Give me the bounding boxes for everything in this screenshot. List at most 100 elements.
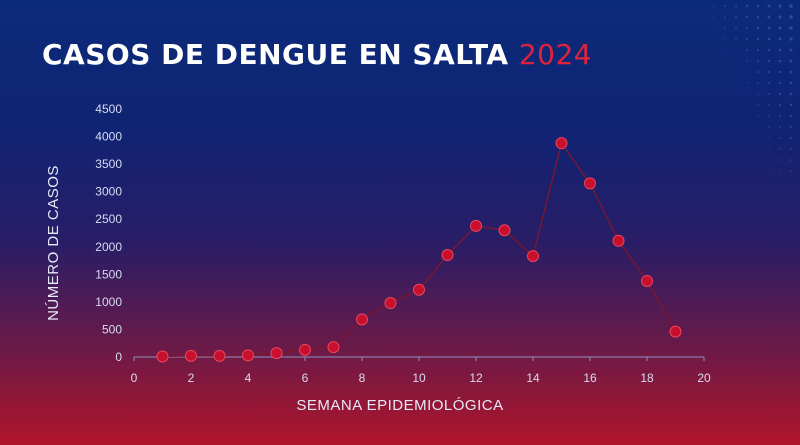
decorative-dot <box>724 93 726 95</box>
decorative-dot <box>702 5 704 7</box>
decorative-dot <box>713 60 715 62</box>
decorative-dot <box>790 148 792 150</box>
decorative-dot <box>778 70 782 74</box>
decorative-dot <box>757 137 759 139</box>
decorative-dot <box>768 170 770 172</box>
decorative-dot <box>724 16 726 18</box>
x-tick-label: 0 <box>131 371 138 385</box>
decorative-dot <box>724 5 726 7</box>
decorative-dot <box>789 4 793 8</box>
decorative-dot <box>789 92 793 96</box>
chart-plot-area <box>156 137 682 363</box>
data-point <box>498 224 511 237</box>
decorative-dot <box>713 27 715 29</box>
data-point <box>470 219 482 232</box>
decorative-dot <box>735 38 737 40</box>
y-tick-label: 3000 <box>95 185 122 199</box>
decorative-dot <box>702 38 704 40</box>
decorative-dot <box>767 70 771 74</box>
decorative-dot <box>789 125 793 129</box>
decorative-dot <box>789 26 793 30</box>
decorative-dot <box>778 48 782 52</box>
y-tick-label: 2500 <box>95 212 122 226</box>
y-tick-label: 500 <box>102 322 122 336</box>
decorative-dot <box>746 93 748 95</box>
data-point <box>612 234 625 247</box>
data-point <box>185 349 197 362</box>
decorative-dot <box>724 38 726 40</box>
y-tick-label: 3500 <box>95 157 122 171</box>
decorative-dot <box>768 93 770 95</box>
decorative-dot <box>778 59 782 63</box>
decorative-dot <box>779 115 781 117</box>
decorative-dot <box>746 126 748 128</box>
decorative-dot <box>779 148 781 150</box>
decorative-dot <box>746 104 748 106</box>
decorative-dot <box>778 37 782 41</box>
decorative-dot <box>767 26 771 30</box>
decorative-dot <box>768 137 770 139</box>
decorative-dot <box>757 60 759 62</box>
decorative-dot <box>768 115 770 117</box>
x-tick-label: 14 <box>526 371 540 385</box>
x-tick-label: 12 <box>469 371 483 385</box>
decorative-dot <box>746 60 748 62</box>
decorative-dot <box>735 71 737 73</box>
title-year: 2024 <box>518 38 593 71</box>
decorative-dot <box>757 126 759 128</box>
series-line <box>162 141 677 358</box>
decorative-dot <box>746 115 748 117</box>
decorative-dot <box>691 5 693 7</box>
decorative-dot <box>702 16 704 18</box>
decorative-dot <box>745 4 749 8</box>
decorative-dot <box>790 159 792 161</box>
decorative-dot <box>790 137 792 139</box>
decorative-dot <box>756 37 760 41</box>
decorative-dot <box>778 26 782 30</box>
decorative-dot <box>778 81 782 85</box>
decorative-dot <box>789 37 793 41</box>
y-axis-title: NÚMERO DE CASOS <box>45 165 62 321</box>
decorative-dot <box>713 49 715 51</box>
decorative-dot <box>778 103 782 107</box>
x-tick-label: 2 <box>188 371 195 385</box>
decorative-dot <box>757 71 759 73</box>
decorative-dot <box>746 71 748 73</box>
decorative-dot <box>789 59 793 63</box>
data-point <box>327 341 340 354</box>
decorative-dot <box>768 148 770 150</box>
decorative-dot <box>778 92 782 96</box>
decorative-dot <box>779 137 781 139</box>
decorative-dot <box>713 5 715 7</box>
decorative-dot <box>746 38 748 40</box>
decorative-dot <box>757 148 759 150</box>
data-point <box>356 313 368 326</box>
data-point <box>384 296 397 309</box>
x-tick-label: 20 <box>697 371 711 385</box>
y-tick-label: 2000 <box>95 240 122 254</box>
y-tick-label: 4500 <box>95 102 122 116</box>
x-tick-label: 6 <box>302 371 309 385</box>
data-point <box>584 177 596 190</box>
data-point <box>555 137 568 150</box>
decorative-dot <box>724 60 726 62</box>
decorative-dot <box>735 104 737 106</box>
decorative-dot <box>691 16 693 18</box>
decorative-dot <box>768 159 770 161</box>
decorative-dot <box>691 27 693 29</box>
data-point <box>270 347 283 360</box>
decorative-dot <box>789 103 793 107</box>
data-point <box>641 274 653 287</box>
decorative-dot <box>767 37 771 41</box>
decorative-dot <box>778 4 782 8</box>
decorative-dot <box>756 15 760 19</box>
decorative-dot <box>778 15 782 19</box>
decorative-dot <box>713 71 715 73</box>
decorative-dot <box>735 115 737 117</box>
decorative-dot <box>756 48 760 52</box>
decorative-dot <box>702 49 704 51</box>
title-text: CASOS DE DENGUE EN SALTA <box>42 38 509 71</box>
decorative-dot <box>735 27 737 29</box>
data-point <box>156 350 169 363</box>
